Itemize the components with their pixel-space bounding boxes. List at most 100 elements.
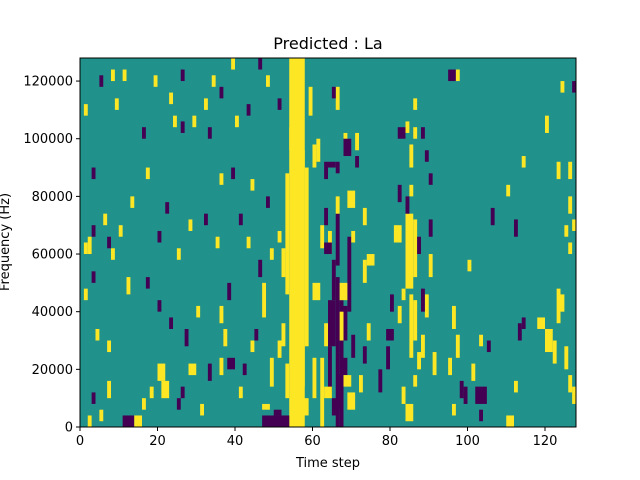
heatmap-cell: [471, 363, 476, 381]
heatmap-cell: [339, 300, 344, 427]
heatmap-cell: [421, 127, 425, 139]
heatmap-cell: [304, 167, 309, 347]
heatmap-cell: [409, 294, 414, 358]
heatmap-cell: [347, 392, 356, 410]
heatmap-cell: [192, 115, 197, 128]
heatmap-cell: [235, 115, 239, 128]
heatmap-cell: [308, 86, 313, 116]
heatmap-cell: [335, 277, 340, 427]
heatmap-cell: [537, 317, 545, 329]
heatmap-cell: [424, 150, 429, 162]
heatmap-cell: [351, 334, 356, 358]
x-tick-label: 80: [382, 434, 399, 449]
heatmap-cell: [184, 328, 189, 347]
heatmap-cell: [514, 380, 518, 393]
heatmap-cell: [355, 132, 360, 151]
x-tick-label: 120: [533, 434, 558, 449]
heatmap-cell: [359, 375, 363, 393]
x-tick-label: 60: [304, 434, 321, 449]
x-tick-label: 100: [455, 434, 480, 449]
heatmap-cell: [254, 328, 259, 341]
heatmap-cell: [277, 98, 282, 110]
heatmap-cell: [421, 334, 425, 358]
x-tick-label: 40: [227, 434, 244, 449]
heatmap-cell: [386, 328, 394, 341]
heatmap-cell: [285, 363, 290, 399]
heatmap-cell: [452, 403, 456, 416]
heatmap-cell: [269, 357, 274, 387]
heatmap-cell: [428, 254, 433, 278]
heatmap-cell: [572, 219, 577, 231]
heatmap-cell: [455, 334, 460, 358]
heatmap-cell: [428, 219, 433, 237]
heatmap-cell: [545, 115, 549, 133]
heatmap-cell: [514, 219, 518, 237]
heatmap-cell: [219, 173, 224, 185]
heatmap-cell: [335, 86, 340, 110]
heatmap-cell: [207, 127, 212, 139]
heatmap-cell: [219, 86, 224, 99]
heatmap-cell: [130, 196, 135, 208]
heatmap-cell: [362, 259, 367, 283]
heatmap-cell: [506, 184, 511, 197]
x-tick-label: 0: [76, 434, 84, 449]
heatmap-cell: [401, 288, 406, 301]
heatmap-cell: [413, 98, 418, 110]
y-axis-label: Frequency (Hz): [0, 193, 13, 291]
heatmap-cell: [521, 156, 526, 168]
heatmap-cell: [169, 92, 174, 105]
heatmap-cell: [568, 161, 573, 180]
heatmap-cell: [118, 225, 123, 237]
heatmap-cell: [231, 167, 236, 180]
y-axis: 0 20000 40000 60000 80000 100000 120000: [23, 75, 80, 436]
heatmap-cell: [169, 317, 174, 329]
heatmap-cell: [320, 357, 325, 427]
heatmap-cell: [343, 357, 348, 376]
heatmap-cell: [91, 271, 96, 283]
heatmap-cell: [173, 115, 177, 128]
y-tick-label: 40000: [32, 305, 73, 320]
heatmap-cell: [347, 236, 352, 312]
heatmap-cell: [324, 386, 332, 399]
heatmap-cell: [83, 242, 88, 255]
heatmap-cell: [483, 386, 487, 404]
heatmap-cell: [339, 282, 348, 301]
heatmap-cell: [568, 242, 573, 255]
heatmap-cell: [355, 156, 360, 168]
heatmap-cell: [207, 363, 212, 381]
heatmap-cell: [83, 288, 88, 301]
heatmap-cell: [455, 69, 460, 82]
heatmap-cell: [250, 340, 255, 353]
heatmap-cell: [413, 219, 418, 278]
heatmap-cell: [475, 386, 483, 404]
heatmap-cell: [107, 380, 112, 399]
heatmap-cell: [324, 242, 332, 255]
heatmap-cell: [142, 398, 146, 410]
heatmap-cell: [432, 352, 437, 376]
heatmap-cell: [188, 363, 197, 376]
heatmap-cell: [324, 161, 329, 180]
plot-area: [79, 57, 577, 428]
heatmap-cell: [390, 294, 394, 312]
heatmap-cell: [397, 184, 402, 203]
heatmap-cell: [277, 340, 282, 358]
heatmap-cell: [83, 104, 88, 116]
heatmap-cell: [572, 386, 577, 404]
heatmap-cell: [343, 305, 348, 341]
heatmap-cell: [99, 75, 104, 87]
heatmap-cell: [246, 104, 251, 116]
heatmap-cell: [293, 150, 305, 387]
heatmap-cell: [413, 375, 418, 387]
heatmap-cell: [459, 380, 464, 399]
heatmap-cell: [281, 248, 286, 278]
heatmap-cell: [204, 213, 208, 226]
heatmap-cell: [343, 132, 348, 145]
heatmap-cell: [145, 277, 150, 289]
heatmap-cell: [227, 282, 232, 301]
heatmap-cell: [572, 81, 577, 93]
heatmap-cell: [490, 207, 495, 226]
heatmap-cell: [227, 357, 235, 370]
chart-title: Predicted : La: [273, 34, 382, 53]
y-tick-label: 120000: [23, 75, 73, 90]
